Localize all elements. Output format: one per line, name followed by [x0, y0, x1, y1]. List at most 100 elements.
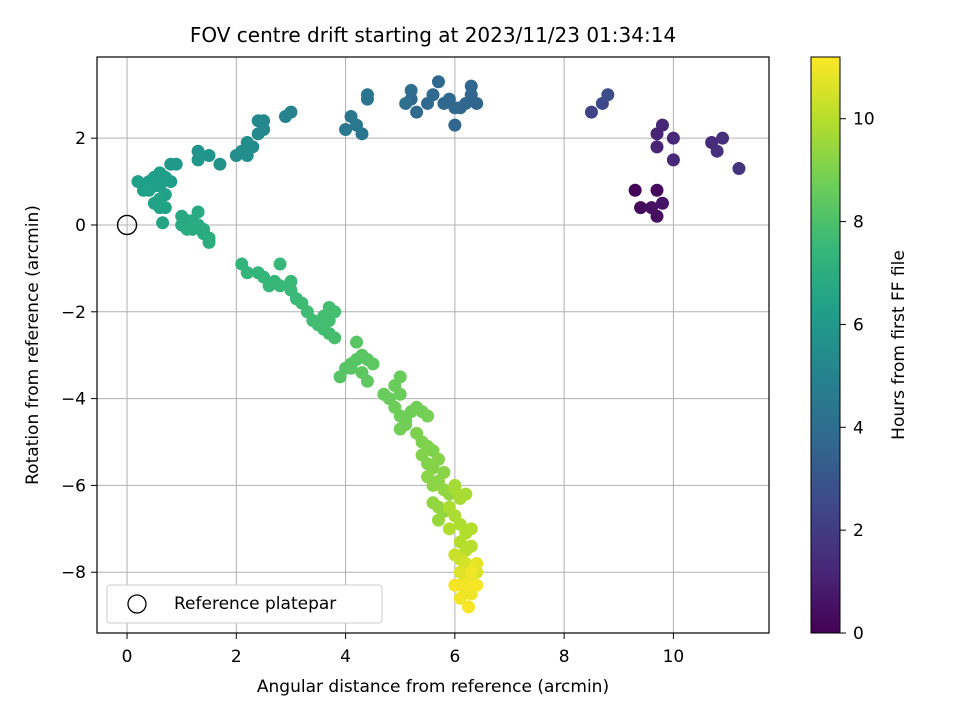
data-point: [350, 118, 364, 132]
data-point: [634, 201, 648, 215]
y-tick-label: −6: [61, 476, 86, 496]
colorbar-tick-label: 6: [853, 315, 864, 335]
y-axis-ticks: −8 −6 −4 −2 0 2: [61, 129, 97, 583]
data-point: [462, 600, 476, 614]
data-point: [716, 131, 730, 145]
data-point: [202, 235, 216, 249]
data-point: [257, 114, 271, 128]
data-points: [131, 75, 746, 614]
x-tick-label: 8: [559, 647, 570, 667]
colorbar-label: Hours from first FF file: [889, 250, 909, 440]
colorbar-tick-label: 10: [853, 110, 875, 130]
colorbar-ticks: 0 2 4 6 8 10: [840, 110, 875, 644]
data-point: [650, 183, 664, 197]
data-point: [470, 96, 484, 110]
data-point: [191, 153, 205, 167]
data-point: [393, 370, 407, 384]
data-point: [410, 105, 424, 119]
data-point: [322, 313, 336, 327]
data-point: [645, 201, 659, 215]
y-axis-label: Rotation from reference (arcmin): [23, 205, 43, 485]
data-point: [344, 361, 358, 375]
x-tick-label: 10: [663, 647, 685, 667]
reference-platepar-marker: [116, 214, 138, 236]
data-point: [464, 522, 478, 536]
reference-marker: [116, 214, 138, 236]
data-point: [448, 578, 462, 592]
x-tick-label: 4: [340, 647, 351, 667]
data-point: [655, 196, 669, 210]
data-point: [339, 122, 353, 136]
data-point: [169, 157, 183, 171]
data-point: [399, 96, 413, 110]
data-point: [584, 105, 598, 119]
data-point: [399, 418, 413, 432]
data-point: [628, 183, 642, 197]
grid-lines: [97, 57, 769, 633]
data-point: [431, 75, 445, 89]
y-tick-label: −4: [61, 390, 86, 410]
data-point: [470, 578, 484, 592]
data-point: [464, 565, 478, 579]
data-point: [710, 144, 724, 158]
colorbar-tick-label: 2: [853, 521, 864, 541]
data-point: [666, 131, 680, 145]
data-point: [229, 149, 243, 163]
y-tick-label: 0: [75, 216, 86, 236]
legend: Reference platepar: [106, 584, 383, 624]
data-point: [421, 409, 435, 423]
data-point: [213, 157, 227, 171]
data-point: [186, 222, 200, 236]
x-tick-label: 6: [449, 647, 460, 667]
data-point: [284, 105, 298, 119]
colorbar-tick-label: 8: [853, 213, 864, 233]
data-point: [666, 153, 680, 167]
chart-title: FOV centre drift starting at 2023/11/23 …: [190, 23, 676, 47]
legend-reference-marker: [127, 594, 147, 614]
legend-entry-reference: Reference platepar: [174, 594, 336, 614]
colorbar: [810, 56, 841, 634]
data-point: [459, 578, 473, 592]
y-tick-label: 2: [75, 129, 86, 149]
data-point: [393, 387, 407, 401]
x-tick-label: 0: [122, 647, 133, 667]
data-point: [426, 88, 440, 102]
data-point: [448, 478, 462, 492]
data-point: [158, 201, 172, 215]
data-point: [459, 487, 473, 501]
data-point: [360, 88, 374, 102]
x-axis-ticks: 0 2 4 6 8 10: [122, 633, 685, 667]
data-point: [453, 591, 467, 605]
x-axis-label: Angular distance from reference (arcmin): [257, 677, 609, 697]
data-point: [650, 140, 664, 154]
legend-box: [106, 584, 383, 624]
data-point: [240, 149, 254, 163]
data-point: [191, 205, 205, 219]
data-point: [142, 183, 156, 197]
data-point: [273, 257, 287, 271]
y-tick-label: −8: [61, 563, 86, 583]
data-point: [442, 522, 456, 536]
data-point: [328, 331, 342, 345]
data-point: [202, 149, 216, 163]
data-point: [442, 92, 456, 106]
data-point: [732, 162, 746, 176]
data-point: [164, 175, 178, 189]
data-point: [448, 118, 462, 132]
data-point: [350, 335, 364, 349]
data-point: [431, 452, 445, 466]
data-point: [273, 279, 287, 293]
colorbar-tick-label: 4: [853, 418, 864, 438]
data-point: [464, 539, 478, 553]
colorbar-tick-label: 0: [853, 624, 864, 644]
data-point: [240, 266, 254, 280]
plot-frame: [96, 56, 770, 634]
data-point: [360, 374, 374, 388]
data-point: [404, 83, 418, 97]
data-point: [431, 513, 445, 527]
x-tick-label: 2: [231, 647, 242, 667]
data-point: [156, 216, 170, 230]
y-tick-label: −2: [61, 303, 86, 323]
data-point: [366, 357, 380, 371]
